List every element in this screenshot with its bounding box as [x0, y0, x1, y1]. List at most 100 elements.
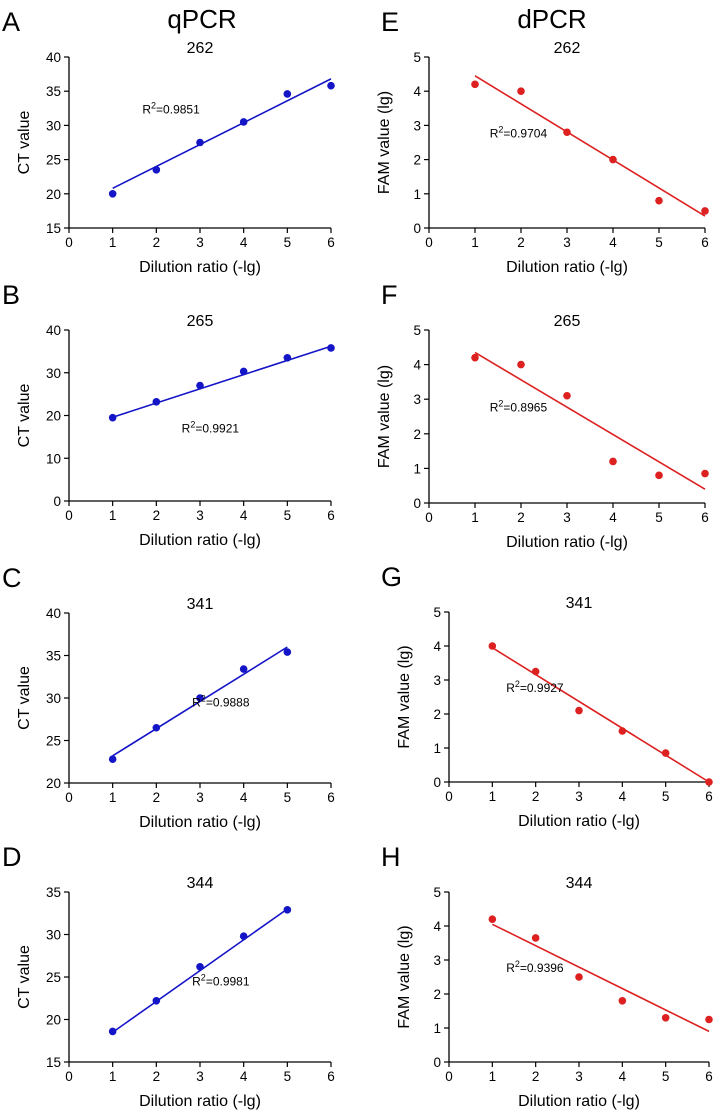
x-tick-label: 6 [705, 789, 713, 804]
x-tick-label: 0 [65, 1069, 73, 1084]
data-point [609, 457, 617, 466]
panel-letter: E [381, 7, 399, 37]
x-axis-label: Dilution ratio (-lg) [139, 1093, 261, 1110]
x-tick-label: 2 [153, 235, 161, 250]
x-tick-label: 5 [655, 235, 663, 250]
chart-title: 344 [187, 875, 214, 892]
x-tick-label: 6 [327, 1069, 335, 1084]
y-axis-label: CT value [16, 945, 33, 1009]
x-tick-label: 6 [701, 510, 709, 525]
data-point [661, 749, 670, 757]
y-tick-label: 30 [46, 118, 61, 133]
y-tick-label: 5 [433, 885, 441, 900]
x-axis-label: Dilution ratio (-lg) [518, 813, 640, 830]
x-tick-label: 4 [240, 790, 248, 805]
y-tick-label: 4 [413, 358, 421, 373]
x-tick-label: 2 [532, 789, 540, 804]
y-tick-label: 25 [46, 970, 61, 985]
x-tick-label: 2 [153, 790, 161, 805]
x-axis-label: Dilution ratio (-lg) [506, 259, 628, 276]
y-tick-label: 10 [46, 451, 61, 466]
panel-letter: B [2, 280, 20, 310]
y-tick-label: 5 [413, 50, 421, 65]
y-tick-label: 40 [46, 323, 61, 338]
x-tick-label: 1 [109, 235, 117, 250]
x-axis-label: Dilution ratio (-lg) [139, 814, 261, 831]
r-squared-label: R2=0.9888 [192, 694, 250, 710]
x-tick-label: 0 [425, 235, 433, 250]
y-tick-label: 25 [46, 153, 61, 168]
y-tick-label: 2 [433, 987, 441, 1002]
fit-line [112, 345, 332, 418]
x-tick-label: 3 [196, 235, 204, 250]
x-tick-label: 3 [563, 235, 571, 250]
data-point [327, 344, 335, 352]
x-tick-label: 5 [284, 235, 292, 250]
data-point [239, 118, 248, 126]
x-tick-label: 1 [109, 508, 117, 523]
x-tick-label: 2 [153, 508, 161, 523]
chart-title: 265 [187, 313, 214, 330]
data-point [108, 1027, 117, 1036]
data-point [152, 997, 161, 1005]
x-tick-label: 4 [619, 1069, 627, 1084]
y-tick-label: 20 [46, 1013, 61, 1028]
x-tick-label: 1 [471, 510, 479, 525]
y-tick-label: 3 [413, 118, 421, 133]
x-tick-label: 0 [445, 1069, 453, 1084]
x-tick-label: 0 [445, 789, 453, 804]
x-tick-label: 1 [489, 789, 497, 804]
y-tick-label: 25 [46, 734, 61, 749]
data-point [488, 915, 497, 923]
x-tick-label: 2 [153, 1069, 161, 1084]
data-point [108, 190, 117, 198]
data-point [152, 398, 161, 406]
data-point [618, 997, 627, 1005]
y-tick-label: 1 [413, 187, 421, 202]
data-point [327, 81, 335, 90]
data-point [196, 694, 204, 702]
y-tick-label: 15 [46, 221, 61, 236]
y-tick-label: 4 [433, 919, 441, 934]
x-tick-label: 3 [575, 789, 583, 804]
data-point [239, 665, 248, 673]
x-tick-label: 3 [196, 790, 204, 805]
x-tick-label: 1 [489, 1069, 497, 1084]
data-point [531, 667, 540, 676]
chart-panel-h: H 344 0 1 2 3 4 5 0 1 2 3 4 5 6 Dilution ratio (-lg) FAM… [381, 842, 713, 1110]
fit-line [491, 647, 710, 783]
x-tick-label: 4 [240, 1069, 248, 1084]
data-point [283, 906, 292, 914]
x-tick-label: 3 [196, 1069, 204, 1084]
chart-panel-f: F 265 0 1 2 3 4 5 0 1 2 3 4 5 6 Dilution ratio (-lg) FAM… [376, 280, 709, 551]
column-title-dpcr: dPCR [517, 4, 586, 34]
r-squared-label: R2=0.8965 [490, 398, 548, 414]
x-tick-label: 0 [425, 510, 433, 525]
data-point [705, 778, 713, 786]
panel-letter: A [2, 7, 20, 37]
y-tick-label: 4 [433, 639, 441, 654]
chart-title: 341 [566, 595, 593, 612]
data-point [563, 128, 571, 137]
fit-line [474, 75, 706, 217]
x-tick-label: 5 [662, 789, 670, 804]
x-tick-label: 0 [65, 235, 73, 250]
chart-title: 344 [566, 875, 593, 892]
y-tick-label: 0 [413, 496, 421, 511]
fit-line [112, 908, 288, 1033]
data-point [618, 727, 627, 735]
y-tick-label: 40 [46, 50, 61, 65]
x-tick-label: 4 [619, 789, 627, 804]
r-squared-label: R2=0.9921 [182, 420, 240, 436]
y-tick-label: 1 [413, 461, 421, 476]
fit-line [112, 78, 332, 190]
data-point [488, 642, 497, 650]
x-tick-label: 5 [284, 508, 292, 523]
x-axis-label: Dilution ratio (-lg) [518, 1093, 640, 1110]
y-axis-label: FAM value (lg) [376, 91, 393, 194]
y-tick-label: 3 [433, 673, 441, 688]
y-tick-label: 30 [46, 366, 61, 381]
y-axis-label: CT value [16, 666, 33, 730]
r-squared-label: R2=0.9981 [192, 973, 250, 989]
panel-letter: F [381, 280, 398, 310]
